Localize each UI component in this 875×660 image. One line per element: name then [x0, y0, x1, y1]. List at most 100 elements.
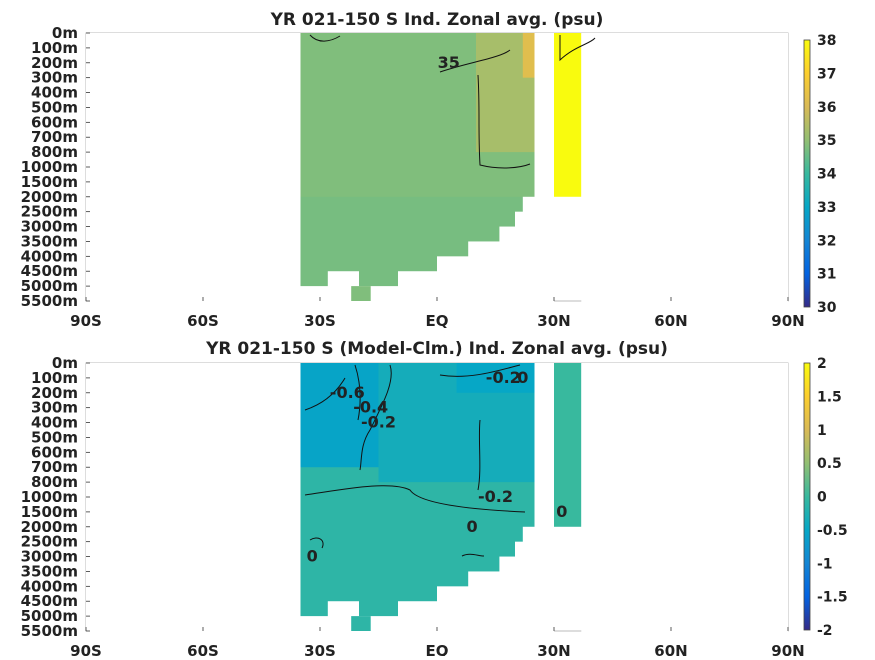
colorbar-tick-label: -2: [817, 623, 833, 639]
x-tick-label: 60S: [187, 642, 219, 656]
colorbar-tick-label: -1: [817, 556, 833, 572]
bathymetry-mask: [515, 541, 535, 558]
bathymetry-mask: [515, 211, 535, 228]
panel-2-contour-neg02a: [359, 364, 392, 471]
field-red-sea: [554, 363, 582, 527]
bathymetry-mask: [499, 556, 535, 572]
y-tick-label: 2000m: [21, 188, 78, 206]
contour-label: -0.2: [486, 368, 521, 387]
y-tick-label: 0m: [52, 354, 78, 372]
y-tick-label: 1500m: [21, 173, 78, 191]
y-tick-label: 4000m: [21, 247, 78, 265]
y-tick-label: 2500m: [21, 203, 78, 221]
x-tick-label: EQ: [426, 642, 449, 656]
bathymetry-mask: [327, 271, 359, 287]
panel-1-y-axis: 0m100m200m300m400m500m600m700m800m1000m1…: [21, 24, 90, 310]
y-tick-label: 800m: [31, 473, 78, 491]
panel-1: YR 021-150 S Ind. Zonal avg. (psu) 35 0m…: [21, 10, 837, 330]
x-tick-label: 90S: [70, 642, 102, 656]
panel-2-contours: [304, 364, 526, 557]
x-tick-label: 60N: [654, 312, 687, 330]
y-tick-label: 1000m: [21, 488, 78, 506]
colorbar-tick-label: -0.5: [817, 523, 848, 539]
bathymetry-mask: [327, 601, 359, 617]
colorbar-tick-label: 38: [817, 33, 836, 49]
y-tick-label: 4500m: [21, 592, 78, 610]
colorbar-tick-label: 35: [817, 133, 836, 149]
bathymetry-mask: [437, 586, 535, 602]
colorbar-tick-label: 33: [817, 200, 836, 216]
panel-1-contour-35: [439, 49, 531, 169]
bathymetry-mask: [398, 601, 535, 617]
contour-label: 0: [467, 517, 478, 536]
panel-1-contours: [309, 34, 596, 169]
y-tick-label: 200m: [31, 384, 78, 402]
bathymetry-mask: [522, 526, 535, 543]
y-tick-label: 2000m: [21, 518, 78, 536]
contour-label: -0.2: [478, 487, 513, 506]
bathymetry-mask: [468, 241, 535, 257]
colorbar-tick-label: 2: [817, 356, 827, 372]
y-tick-label: 5500m: [21, 292, 78, 310]
colorbar-tick-label: 30: [817, 300, 837, 316]
bathymetry-mask: [300, 616, 535, 632]
panel-1-salinity-field: [86, 33, 788, 302]
panel-1-contour-labels: 35: [438, 53, 460, 72]
panel-2-title: YR 021-150 S (Model-Clm.) Ind. Zonal avg…: [205, 339, 668, 359]
colorbar-tick-label: 31: [817, 267, 836, 283]
x-tick-label: 30S: [304, 312, 336, 330]
y-tick-label: 2500m: [21, 533, 78, 551]
contour-label: 0: [556, 502, 567, 521]
panel-2-colorbar-ticks: -2 -1.5 -1 -0.5 0 0.5 1 1.5 2: [817, 356, 848, 639]
y-tick-label: 200m: [31, 54, 78, 72]
x-tick-label: 90N: [771, 312, 804, 330]
y-tick-label: 4500m: [21, 262, 78, 280]
y-tick-label: 3500m: [21, 562, 78, 580]
panel-2-contour-labels: -0.6-0.4-0.2-0.20-0.2000: [307, 368, 568, 566]
bathymetry-mask: [398, 271, 535, 287]
bathymetry-mask: [534, 363, 554, 632]
panel-2-contour-neg02b: [439, 364, 521, 377]
x-tick-label: EQ: [426, 312, 449, 330]
panel-2-contour-zero-a: [304, 485, 526, 513]
colorbar-tick-label: 34: [817, 167, 837, 183]
contour-label: -0.2: [361, 413, 396, 432]
bathymetry-mask: [581, 33, 788, 302]
panel-1-colorbar: [803, 39, 811, 308]
x-tick-label: 60N: [654, 642, 687, 656]
panel-1-colorbar-ticks: 30 31 32 33 34 35 36 37 38: [817, 33, 837, 316]
panel-1-contour-surface: [309, 34, 341, 42]
contour-label: -0.4: [353, 398, 388, 417]
bathymetry-mask: [300, 286, 535, 302]
panel-2-contour-zero-b: [477, 419, 481, 491]
y-tick-label: 700m: [31, 458, 78, 476]
colorbar-tick-label: 0.5: [817, 456, 842, 472]
colorbar-tick-label: 37: [817, 66, 836, 82]
field-surface-high: [522, 33, 535, 78]
y-tick-label: 500m: [31, 98, 78, 116]
panel-2: YR 021-150 S (Model-Clm.) Ind. Zonal avg…: [21, 339, 848, 660]
bathymetry-mask: [86, 363, 301, 632]
field-deep-channel: [351, 286, 371, 301]
y-tick-label: 300m: [31, 399, 78, 417]
bathymetry-mask: [499, 226, 535, 242]
panel-2-y-axis: 0m100m200m300m400m500m600m700m800m1000m1…: [21, 354, 90, 640]
x-tick-label: 30N: [537, 642, 570, 656]
y-tick-label: 700m: [31, 128, 78, 146]
bathymetry-mask: [522, 196, 535, 213]
panel-2-anomaly-field: [86, 363, 788, 632]
x-tick-label: 30N: [537, 312, 570, 330]
y-tick-label: 100m: [31, 369, 78, 387]
colorbar-tick-label: 1: [817, 423, 827, 439]
x-tick-label: 90S: [70, 312, 102, 330]
contour-label: -0.6: [330, 383, 365, 402]
y-tick-label: 100m: [31, 39, 78, 57]
panel-2-contour-zero-c: [309, 537, 324, 549]
y-tick-label: 1500m: [21, 503, 78, 521]
field-north-fresh: [456, 363, 535, 393]
y-tick-label: 800m: [31, 143, 78, 161]
y-tick-label: 600m: [31, 113, 78, 131]
panel-2-contour-zero-d: [461, 553, 485, 557]
y-tick-label: 3500m: [21, 232, 78, 250]
